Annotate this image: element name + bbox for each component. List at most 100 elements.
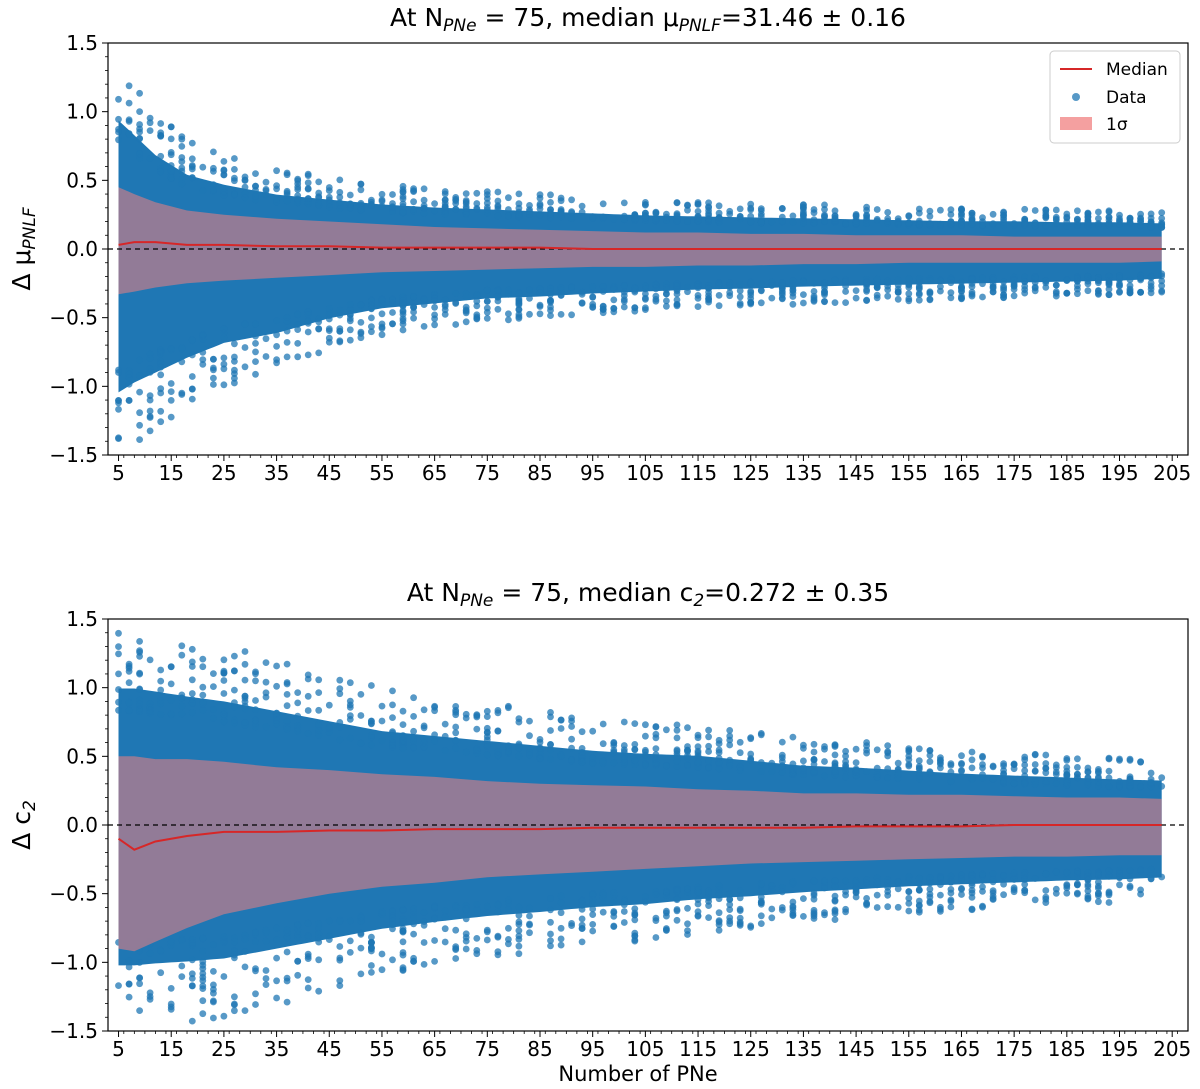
- data-point: [188, 970, 196, 978]
- x-tick-label: 25: [211, 1037, 236, 1061]
- median-line: [117, 824, 1162, 851]
- data-point: [915, 886, 923, 894]
- data-point: [694, 763, 702, 771]
- data-point: [473, 947, 481, 954]
- data-point: [294, 712, 302, 720]
- data-point: [726, 741, 734, 749]
- data-point: [273, 924, 280, 932]
- data-point: [252, 340, 259, 347]
- data-point: [557, 208, 565, 216]
- data-point: [167, 663, 175, 670]
- data-point: [505, 924, 512, 932]
- data-point: [125, 993, 133, 1001]
- data-point: [241, 948, 249, 955]
- data-point: [125, 980, 133, 988]
- data-point: [473, 711, 481, 719]
- data-point: [905, 756, 913, 763]
- data-point: [336, 205, 344, 213]
- data-point: [526, 749, 533, 756]
- data-point: [536, 755, 544, 762]
- data-point: [336, 311, 344, 319]
- data-point: [1105, 281, 1113, 289]
- data-point: [937, 222, 944, 230]
- data-point: [325, 309, 333, 317]
- data-point: [157, 371, 165, 379]
- data-point: [115, 706, 122, 714]
- data-point: [462, 200, 470, 207]
- data-point: [778, 279, 786, 286]
- data-point: [231, 166, 238, 173]
- data-point: [146, 427, 154, 435]
- data-point: [125, 957, 133, 964]
- data-point: [389, 956, 396, 964]
- data-point: [1074, 764, 1081, 771]
- data-point: [1147, 870, 1155, 878]
- data-point: [294, 311, 302, 319]
- data-point: [441, 925, 449, 933]
- data-point: [473, 315, 481, 322]
- data-point: [937, 277, 944, 285]
- data-point: [610, 908, 618, 915]
- data-point: [515, 918, 523, 926]
- data-point: [1031, 283, 1039, 291]
- data-point: [831, 916, 839, 923]
- x-tick-label: 25: [211, 461, 236, 485]
- data-point: [873, 904, 881, 911]
- data-point: [863, 297, 870, 304]
- data-point: [315, 318, 323, 326]
- data-point: [536, 738, 544, 746]
- data-point: [937, 283, 944, 290]
- data-point: [568, 311, 575, 319]
- data-point: [473, 206, 481, 213]
- data-point: [125, 397, 133, 404]
- data-point: [336, 943, 344, 950]
- data-point: [431, 731, 438, 739]
- data-point: [620, 199, 628, 207]
- data-point: [937, 206, 944, 214]
- data-point: [1116, 781, 1123, 789]
- data-point: [199, 985, 207, 992]
- data-point: [663, 213, 670, 221]
- data-point: [315, 194, 323, 202]
- data-point: [863, 901, 870, 909]
- data-point: [231, 699, 238, 707]
- data-point: [452, 955, 460, 962]
- data-point: [1052, 288, 1060, 296]
- data-point: [146, 993, 154, 1000]
- data-point: [800, 299, 807, 307]
- data-point: [800, 767, 807, 775]
- data-point: [188, 395, 196, 403]
- x-tick-label: 155: [890, 461, 928, 485]
- data-point: [915, 296, 923, 304]
- data-point: [515, 744, 523, 752]
- data-point: [557, 892, 565, 900]
- data-point: [378, 295, 386, 303]
- data-point: [336, 306, 344, 314]
- data-point: [915, 880, 923, 888]
- data-point: [494, 908, 502, 916]
- data-point: [1105, 899, 1113, 906]
- data-point: [684, 927, 691, 934]
- data-point: [547, 288, 554, 296]
- data-point: [705, 902, 712, 909]
- data-point: [294, 727, 302, 735]
- data-point: [399, 925, 407, 932]
- data-point: [863, 206, 870, 214]
- y-tick-label: −1.5: [49, 1019, 98, 1043]
- data-point: [220, 166, 228, 174]
- data-point: [515, 204, 523, 212]
- data-point: [136, 388, 144, 396]
- data-point: [1116, 274, 1123, 282]
- data-point: [937, 881, 944, 888]
- data-point: [115, 115, 122, 123]
- data-point: [515, 935, 523, 943]
- x-tick-label: 195: [1100, 1037, 1138, 1061]
- data-point: [494, 748, 502, 756]
- data-point: [178, 180, 186, 188]
- data-point: [526, 286, 533, 294]
- data-point: [483, 315, 491, 322]
- data-point: [410, 713, 417, 720]
- data-point: [705, 889, 712, 897]
- data-point: [231, 667, 238, 675]
- data-point: [136, 708, 144, 715]
